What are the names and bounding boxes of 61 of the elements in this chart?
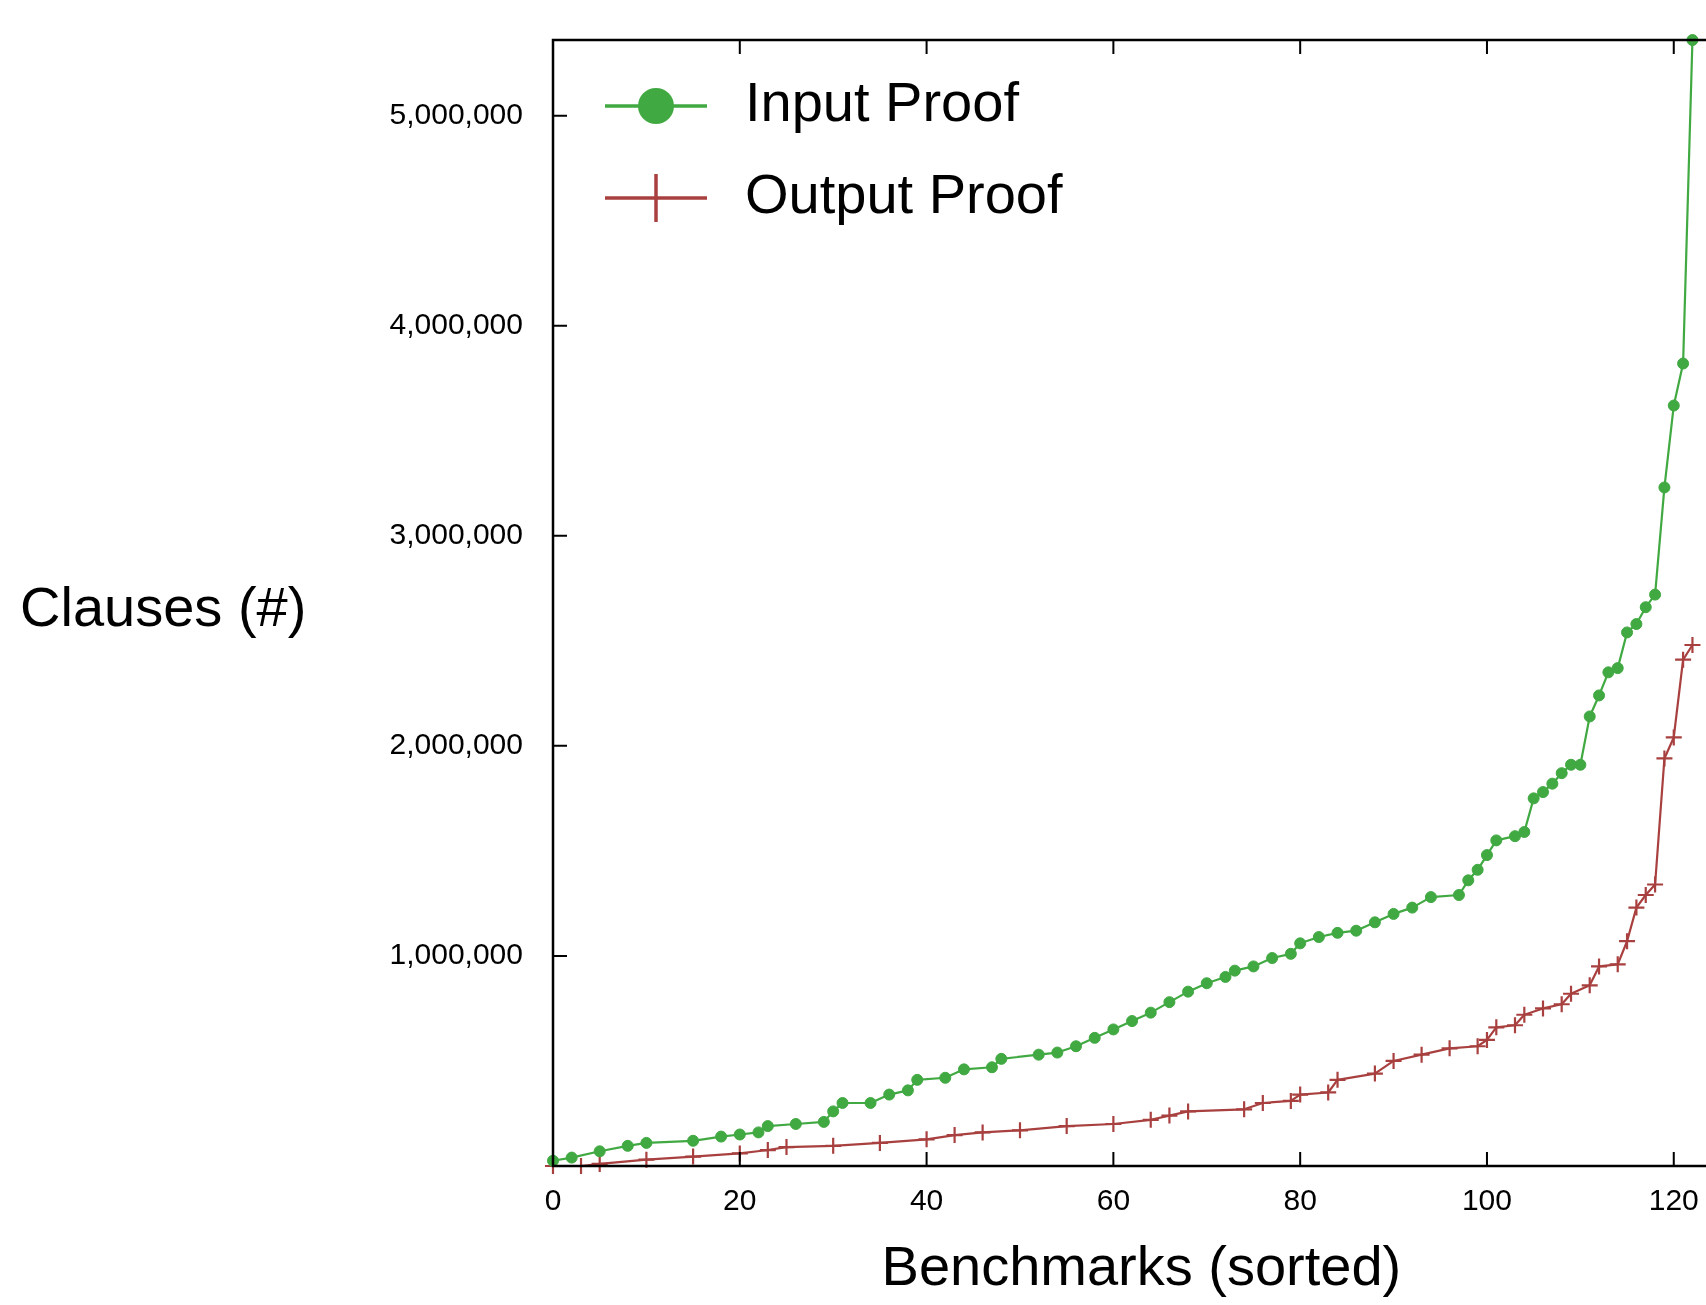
point	[1477, 1030, 1497, 1050]
point	[1291, 1085, 1310, 1104]
point	[1141, 1110, 1160, 1129]
legend-label: Input Proof	[745, 70, 1020, 134]
point	[1319, 1083, 1338, 1102]
x-tick-label: 20	[723, 1183, 757, 1217]
point	[777, 1137, 796, 1157]
y-tick-label: 4,000,000	[389, 306, 523, 340]
x-tick-label: 100	[1461, 1183, 1512, 1217]
y-tick-label: 2,000,000	[389, 727, 523, 761]
x-tick-label: 40	[909, 1183, 944, 1217]
point	[1179, 1102, 1198, 1121]
y-tick-label: 3,000,000	[389, 517, 523, 551]
point	[917, 1130, 936, 1149]
point	[1636, 885, 1655, 905]
point	[1104, 1114, 1123, 1134]
point	[973, 1123, 992, 1142]
point	[637, 1150, 656, 1169]
point	[1057, 1116, 1076, 1136]
point	[1664, 728, 1683, 747]
point	[1515, 1005, 1534, 1024]
point	[1627, 898, 1646, 917]
point	[1608, 955, 1627, 974]
y-tick-label: 1,000,000	[389, 937, 523, 971]
point	[1505, 1016, 1525, 1035]
point	[1617, 932, 1637, 951]
point	[1468, 1037, 1487, 1056]
y-axis-title: Clauses (#)	[20, 575, 307, 639]
point	[684, 1147, 703, 1166]
point	[1533, 999, 1553, 1018]
point	[1561, 984, 1581, 1003]
point	[1328, 1070, 1347, 1089]
point	[1253, 1093, 1272, 1113]
point	[1440, 1039, 1459, 1058]
x-axis-title: Benchmarks (sorted)	[881, 1234, 1402, 1298]
x-tick-label: 0	[544, 1183, 562, 1217]
y-tick-label: 5,000,000	[389, 96, 523, 130]
point	[1487, 1018, 1506, 1037]
point	[1589, 957, 1609, 976]
point	[870, 1133, 889, 1152]
legend-label: Output Proof	[745, 162, 1063, 226]
point	[1365, 1064, 1384, 1083]
x-tick-label: 60	[1096, 1183, 1131, 1217]
point	[945, 1126, 964, 1145]
point	[1683, 635, 1702, 655]
point	[1384, 1051, 1403, 1071]
x-tick-label: 80	[1283, 1183, 1317, 1217]
point	[1010, 1121, 1030, 1140]
point	[1580, 976, 1599, 995]
point	[758, 1140, 777, 1160]
point	[590, 1154, 609, 1173]
x-tick-label: 120	[1648, 1183, 1699, 1217]
point	[1645, 875, 1665, 894]
point	[1281, 1091, 1300, 1110]
point	[1412, 1045, 1431, 1064]
point	[824, 1136, 843, 1155]
point	[1160, 1106, 1179, 1125]
point	[1235, 1100, 1254, 1119]
point	[1552, 995, 1571, 1014]
point	[1674, 650, 1693, 669]
point	[1655, 749, 1674, 768]
